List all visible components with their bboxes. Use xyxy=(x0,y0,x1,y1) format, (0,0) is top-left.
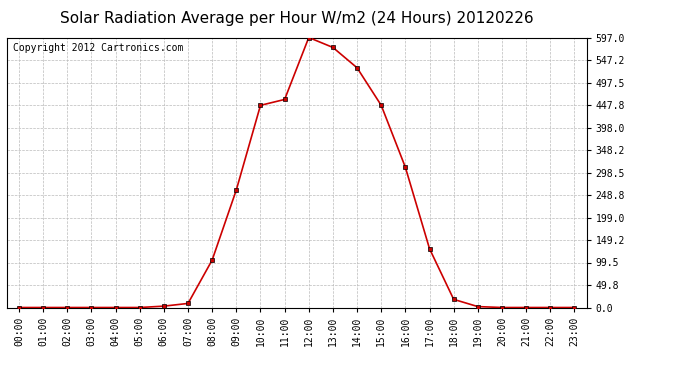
Text: Solar Radiation Average per Hour W/m2 (24 Hours) 20120226: Solar Radiation Average per Hour W/m2 (2… xyxy=(60,11,533,26)
Text: Copyright 2012 Cartronics.com: Copyright 2012 Cartronics.com xyxy=(12,43,183,53)
